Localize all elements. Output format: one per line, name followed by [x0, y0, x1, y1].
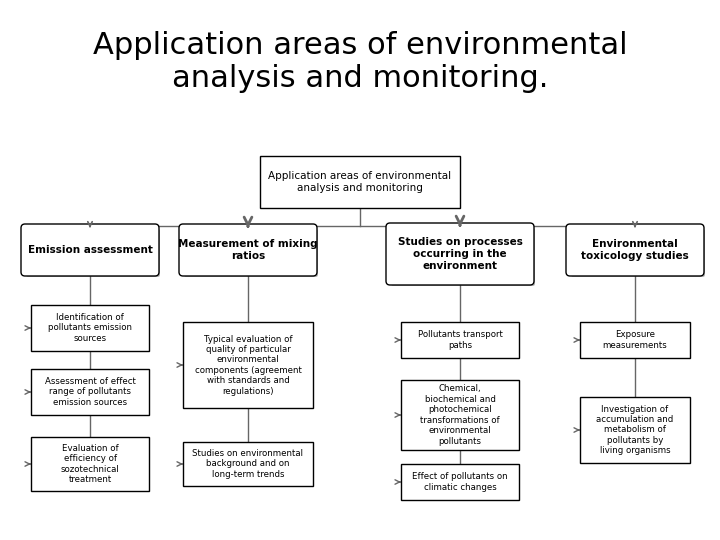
Text: Investigation of
accumulation and
metabolism of
pollutants by
living organisms: Investigation of accumulation and metabo…: [596, 404, 674, 455]
FancyBboxPatch shape: [566, 224, 704, 276]
FancyBboxPatch shape: [401, 464, 519, 500]
Text: Chemical,
biochemical and
photochemical
transformations of
environmental
polluta: Chemical, biochemical and photochemical …: [420, 384, 500, 445]
Text: Environmental
toxicology studies: Environmental toxicology studies: [581, 239, 689, 261]
Text: Exposure
measurements: Exposure measurements: [603, 330, 667, 350]
FancyBboxPatch shape: [571, 229, 705, 277]
FancyBboxPatch shape: [386, 223, 534, 285]
FancyBboxPatch shape: [179, 224, 317, 276]
Text: Application areas of environmental
analysis and monitoring.: Application areas of environmental analy…: [93, 31, 627, 93]
FancyBboxPatch shape: [184, 229, 318, 277]
Text: Measurement of mixing
ratios: Measurement of mixing ratios: [178, 239, 318, 261]
FancyBboxPatch shape: [401, 380, 519, 450]
Text: Studies on environmental
background and on
long-term trends: Studies on environmental background and …: [192, 449, 304, 479]
FancyBboxPatch shape: [26, 229, 160, 277]
Text: Assessment of effect
range of pollutants
emission sources: Assessment of effect range of pollutants…: [45, 377, 135, 407]
FancyBboxPatch shape: [260, 156, 460, 208]
FancyBboxPatch shape: [183, 442, 313, 486]
Text: Pollutants transport
paths: Pollutants transport paths: [418, 330, 503, 350]
FancyBboxPatch shape: [183, 322, 313, 408]
Text: Studies on processes
occurring in the
environment: Studies on processes occurring in the en…: [397, 238, 523, 271]
FancyBboxPatch shape: [31, 437, 149, 491]
FancyBboxPatch shape: [31, 369, 149, 415]
FancyBboxPatch shape: [31, 305, 149, 351]
Text: Identification of
pollutants emission
sources: Identification of pollutants emission so…: [48, 313, 132, 343]
FancyBboxPatch shape: [401, 322, 519, 358]
FancyBboxPatch shape: [580, 397, 690, 463]
Text: Emission assessment: Emission assessment: [27, 245, 153, 255]
Text: Evaluation of
efficiency of
sozotechnical
treatment: Evaluation of efficiency of sozotechnica…: [60, 444, 120, 484]
FancyBboxPatch shape: [580, 322, 690, 358]
Text: Effect of pollutants on
climatic changes: Effect of pollutants on climatic changes: [412, 472, 508, 492]
Text: Typical evaluation of
quality of particular
environmental
components (agreement
: Typical evaluation of quality of particu…: [194, 334, 302, 395]
FancyBboxPatch shape: [21, 224, 159, 276]
Text: Application areas of environmental
analysis and monitoring: Application areas of environmental analy…: [269, 171, 451, 193]
FancyBboxPatch shape: [391, 228, 535, 286]
